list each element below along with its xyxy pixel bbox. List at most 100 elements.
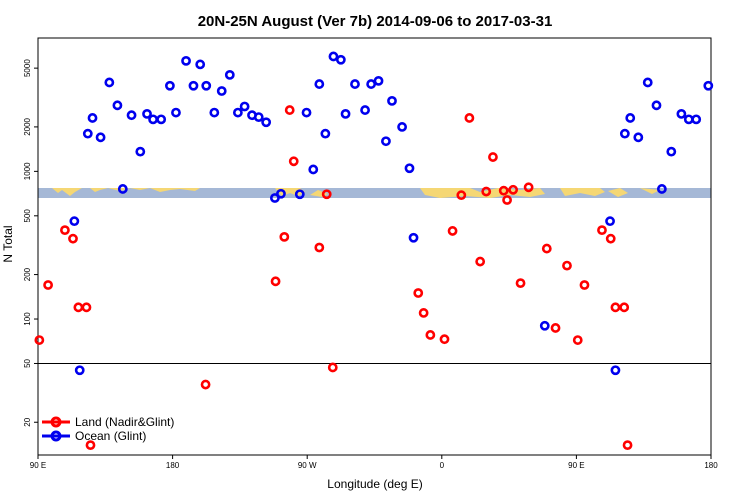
- land-point: [413, 288, 424, 298]
- land-point: [550, 323, 561, 333]
- ocean-point: [82, 128, 93, 139]
- land-point: [488, 152, 498, 162]
- ocean-point: [691, 114, 702, 125]
- ocean-point: [366, 79, 377, 89]
- land-point: [314, 242, 325, 253]
- y-tick-label: 500: [23, 209, 32, 223]
- y-tick-label: 1000: [23, 162, 32, 180]
- data-points: [34, 51, 714, 451]
- ocean-point: [301, 107, 312, 118]
- land-point: [622, 440, 633, 451]
- ocean-point: [87, 113, 98, 123]
- ocean-point: [201, 80, 212, 91]
- land-point: [481, 186, 492, 197]
- land-point: [541, 243, 552, 254]
- legend-item-ocean: Ocean (Glint): [42, 429, 146, 443]
- ocean-point: [610, 365, 621, 376]
- x-axis-label: Longitude (deg E): [327, 477, 422, 491]
- ocean-point: [135, 146, 146, 157]
- land-point: [73, 302, 84, 313]
- ocean-point: [676, 108, 687, 119]
- land-point: [425, 330, 436, 340]
- land-point: [572, 335, 583, 345]
- ocean-point: [404, 163, 415, 174]
- legend-marker-land: [50, 416, 62, 428]
- y-tick-label: 50: [23, 358, 32, 367]
- series-land: [34, 105, 633, 451]
- map-ocean-band: [38, 188, 711, 198]
- ocean-point: [539, 320, 550, 331]
- y-tick-label: 2000: [23, 117, 32, 135]
- ocean-point: [625, 113, 636, 123]
- land-point: [85, 440, 96, 451]
- legend-item-land: Land (Nadir&Glint): [42, 415, 174, 429]
- ocean-point: [340, 108, 351, 119]
- ocean-point: [373, 75, 384, 86]
- ocean-point: [95, 132, 106, 143]
- plot-frame: [37, 37, 712, 456]
- ocean-point: [117, 184, 128, 194]
- x-tick-label: 90 W: [298, 461, 317, 470]
- ocean-point: [232, 107, 243, 118]
- ocean-point: [181, 55, 191, 66]
- y-tick-label: 20: [23, 417, 32, 426]
- x-tick-label: 0: [440, 461, 445, 470]
- ocean-point: [216, 86, 227, 96]
- ocean-point: [360, 105, 370, 115]
- axes: 20 50 100 200 500 1000 2000 5000 90 E 180 90 W 0 90 …: [23, 37, 718, 470]
- ocean-point: [253, 112, 264, 123]
- land-point: [456, 190, 467, 201]
- ocean-point: [171, 107, 181, 118]
- land-point: [34, 335, 45, 345]
- map-land-asia: [560, 188, 605, 196]
- land-point: [60, 225, 70, 236]
- y-tick-label: 200: [23, 267, 32, 281]
- ocean-point: [397, 122, 407, 132]
- ocean-point: [703, 80, 714, 91]
- ocean-point: [69, 216, 80, 227]
- ocean-point: [156, 114, 167, 125]
- ocean-point: [656, 184, 667, 194]
- legend-label-ocean: Ocean (Glint): [75, 429, 146, 443]
- y-tick-label: 5000: [23, 59, 32, 77]
- map-land-east: [608, 188, 628, 197]
- x-tick-label: 180: [704, 461, 718, 470]
- land-point: [502, 195, 512, 205]
- ocean-point: [605, 216, 615, 227]
- land-point: [288, 156, 299, 167]
- map-land-east-2: [640, 188, 660, 194]
- land-point: [579, 280, 590, 290]
- ocean-point: [387, 96, 397, 106]
- chart-title: 20N-25N August (Ver 7b) 2014-09-06 to 20…: [198, 13, 553, 30]
- land-point: [498, 185, 509, 196]
- ocean-point: [261, 117, 272, 128]
- land-point: [605, 233, 616, 244]
- ocean-point: [142, 108, 152, 119]
- land-point: [279, 231, 290, 242]
- land-point: [562, 260, 572, 271]
- land-point: [439, 334, 450, 345]
- ocean-point: [328, 51, 339, 62]
- ocean-point: [74, 365, 85, 376]
- land-point: [284, 105, 295, 115]
- ocean-point: [276, 188, 286, 199]
- land-point: [523, 182, 534, 193]
- land-point: [321, 189, 332, 200]
- ocean-point: [350, 79, 360, 89]
- land-point: [515, 278, 526, 289]
- land-point: [270, 276, 281, 287]
- ocean-point: [195, 59, 206, 70]
- land-point: [43, 280, 53, 290]
- x-tick-label: 180: [166, 461, 180, 470]
- land-point: [447, 226, 458, 236]
- y-tick-label: 100: [23, 312, 32, 326]
- land-point: [610, 302, 621, 313]
- ocean-point: [633, 132, 644, 143]
- land-point: [508, 184, 519, 195]
- land-point: [68, 233, 78, 244]
- ocean-point: [408, 232, 419, 243]
- world-map-strip: [38, 188, 711, 198]
- ocean-point: [619, 128, 630, 139]
- ocean-point: [642, 77, 653, 88]
- land-point: [464, 113, 475, 123]
